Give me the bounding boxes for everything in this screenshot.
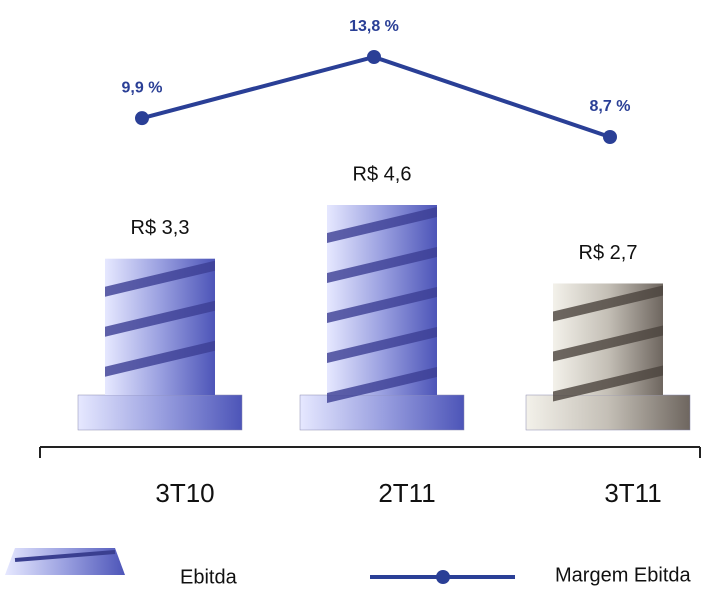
- screw-thread: [553, 325, 663, 362]
- screw-thread: [327, 327, 437, 363]
- screw-thread: [327, 207, 437, 243]
- legend-icon-thread: [14, 550, 116, 562]
- line-point: [135, 111, 149, 126]
- screw: [525, 283, 691, 431]
- screw-thread: [327, 247, 437, 283]
- screw-thread: [327, 287, 437, 323]
- line-point: [603, 130, 617, 144]
- data-label: R$ 3,3: [131, 217, 190, 239]
- screw-thread: [327, 367, 437, 403]
- screw-thread: [553, 285, 663, 322]
- screw-base: [525, 394, 691, 431]
- screw: [299, 205, 465, 431]
- screw-thread: [105, 260, 215, 297]
- screw-thread: [553, 365, 663, 402]
- screw-thread: [105, 340, 215, 377]
- legend-marker: [436, 570, 450, 584]
- data-label: 8,7 %: [590, 98, 631, 115]
- data-label: 9,9 %: [122, 79, 163, 96]
- line-point: [367, 50, 381, 64]
- screw-thread: [105, 300, 215, 337]
- legend-label: Ebitda: [180, 566, 238, 588]
- data-label: R$ 2,7: [579, 242, 638, 264]
- x-tick-label: 2T11: [378, 478, 435, 508]
- data-label: R$ 4,6: [353, 163, 412, 185]
- screw: [77, 258, 243, 431]
- x-tick-label: 3T10: [155, 478, 214, 508]
- legend: Ebitda Margem Ebitda: [5, 548, 691, 588]
- legend-label: Margem Ebitda: [555, 564, 691, 586]
- screw-base: [299, 394, 465, 431]
- x-tick-label: 3T11: [604, 478, 661, 508]
- line: [141, 54, 611, 139]
- screw-base: [77, 394, 243, 431]
- data-label: 13,8 %: [349, 18, 399, 35]
